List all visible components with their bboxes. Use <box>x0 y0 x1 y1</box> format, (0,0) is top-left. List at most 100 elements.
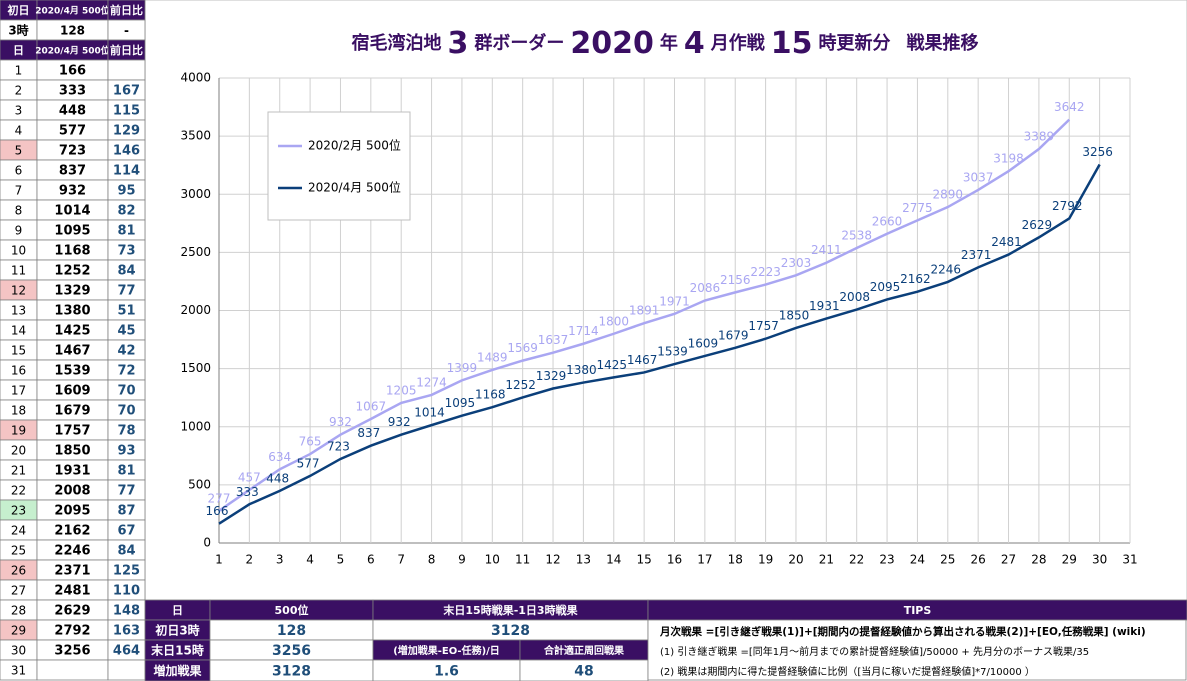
day: 19 <box>11 424 26 438</box>
data-label: 1067 <box>356 399 387 413</box>
tips-cell <box>647 619 1187 681</box>
value: 1679 <box>54 404 90 419</box>
data-label: 1252 <box>505 378 536 392</box>
value-cell <box>36 659 109 681</box>
data-label: 1274 <box>416 375 447 389</box>
data-label: 1168 <box>475 388 506 402</box>
x-tick-label: 25 <box>940 553 955 567</box>
value: 3256 <box>54 644 90 659</box>
data-label: 1891 <box>629 304 660 318</box>
y-tick-label: 1000 <box>180 419 211 433</box>
diff: 464 <box>113 644 140 659</box>
data-label: 1850 <box>779 308 810 322</box>
diff: 81 <box>117 464 135 479</box>
day: 30 <box>11 644 26 658</box>
data-label: 1971 <box>659 294 690 308</box>
diff: 70 <box>117 384 135 399</box>
value: 2095 <box>54 504 90 519</box>
data-label: 1467 <box>627 353 658 367</box>
day: 10 <box>11 244 26 258</box>
value: 932 <box>59 184 86 199</box>
day: 2 <box>15 84 23 98</box>
x-tick-label: 12 <box>545 553 560 567</box>
value: 2008 <box>54 484 90 499</box>
day: 7 <box>15 184 23 198</box>
data-label: 634 <box>268 450 291 464</box>
data-label: 2246 <box>931 262 962 276</box>
day: 17 <box>11 384 26 398</box>
title-part: 宿毛湾泊地 <box>352 32 442 54</box>
value: 1095 <box>54 224 90 239</box>
diff: 81 <box>117 224 135 239</box>
data-label: 1329 <box>536 369 567 383</box>
day: 3 <box>15 104 23 118</box>
value: 1329 <box>54 284 90 299</box>
data-label: 1569 <box>507 341 538 355</box>
y-tick-label: 3500 <box>180 129 211 143</box>
x-tick-label: 24 <box>910 553 925 567</box>
day: 15 <box>11 344 26 358</box>
title-part: 月作戦 <box>710 32 766 54</box>
value: 2629 <box>54 604 90 619</box>
legend-label: 2020/2月 500位 <box>308 138 401 153</box>
x-tick-label: 4 <box>306 553 314 567</box>
day: 11 <box>11 264 26 278</box>
diff: 72 <box>117 364 135 379</box>
data-label: 3037 <box>963 170 994 184</box>
value: 1014 <box>54 204 90 219</box>
x-tick-label: 6 <box>367 553 375 567</box>
data-label: 932 <box>329 415 352 429</box>
data-label: 577 <box>297 456 320 470</box>
day: 23 <box>11 504 26 518</box>
data-label: 1800 <box>598 314 629 328</box>
data-label: 2371 <box>961 248 992 262</box>
diff: 42 <box>117 344 135 359</box>
value: 1425 <box>54 324 90 339</box>
title-part: 2020 <box>570 26 654 61</box>
data-label: 2775 <box>902 201 933 215</box>
title-part: 年 <box>660 32 678 54</box>
x-tick-label: 31 <box>1122 553 1137 567</box>
x-tick-label: 26 <box>971 553 986 567</box>
diff-cell <box>107 659 146 681</box>
diff: 77 <box>117 284 135 299</box>
data-label: 3256 <box>1082 145 1113 159</box>
value: 2246 <box>54 544 90 559</box>
data-label: 932 <box>388 415 411 429</box>
data-label: 2481 <box>991 235 1022 249</box>
tip-line: (2) 戦果は期間内に得た提督経験値に比例（[当月に稼いだ提督経験値]*7/10… <box>660 665 1035 678</box>
data-label: 1425 <box>596 358 627 372</box>
data-label: 1609 <box>688 336 719 350</box>
day: 31 <box>11 664 26 678</box>
diff: 45 <box>117 324 135 339</box>
data-label: 1014 <box>414 406 445 420</box>
tip-line: 月次戦果 =[引き継ぎ戦果(1)]+[期間内の提督経験値から算出される戦果(2)… <box>659 625 1146 638</box>
day: 9 <box>15 224 23 238</box>
summary-subheader: 合計適正周回戦果 <box>543 644 625 657</box>
day: 13 <box>11 304 26 318</box>
diff: 148 <box>113 604 140 619</box>
value: 577 <box>59 124 86 139</box>
summary-diff: 3128 <box>491 623 530 639</box>
diff: 95 <box>117 184 135 199</box>
summary-label: 初日3時 <box>155 623 199 638</box>
series-line <box>218 163 1101 525</box>
day: 8 <box>15 204 23 218</box>
title-part: 4 <box>684 26 705 61</box>
chart-area <box>144 0 1187 601</box>
y-tick-label: 4000 <box>180 71 211 85</box>
diff-cell <box>107 59 146 81</box>
summary-value: 128 <box>277 623 306 639</box>
value: 1931 <box>54 464 90 479</box>
value: 448 <box>59 104 86 119</box>
x-tick-label: 29 <box>1062 553 1077 567</box>
summary-subvalue: 48 <box>574 664 593 680</box>
series-line <box>218 118 1071 512</box>
value: 837 <box>59 164 86 179</box>
title-part: 3 <box>448 26 469 61</box>
data-label: 1637 <box>538 333 569 347</box>
day: 1 <box>15 64 23 78</box>
diff: 115 <box>113 104 140 119</box>
title-part: 15 <box>771 26 813 61</box>
data-label: 1380 <box>566 363 597 377</box>
